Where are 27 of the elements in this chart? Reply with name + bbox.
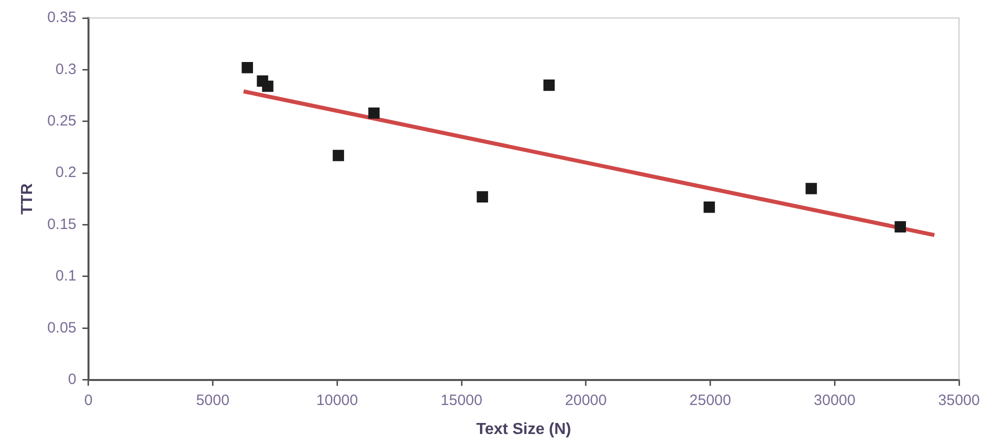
x-tick-label: 25000: [689, 392, 732, 409]
point: [476, 191, 488, 202]
x-axis-title: Text Size (N): [476, 420, 572, 438]
y-tick-label: 0.3: [56, 60, 76, 78]
x-tick-label: 35000: [938, 392, 980, 409]
point: [332, 150, 344, 162]
x-tick-label: 20000: [565, 392, 607, 409]
point: [894, 221, 906, 232]
point: [806, 182, 817, 194]
y-tick-label: 0.1: [56, 268, 76, 285]
y-tick-label: 0.25: [47, 112, 76, 130]
y-tick-label: 0: [68, 370, 76, 388]
x-tick-label: 0: [84, 392, 93, 409]
y-tick-label: 0.2: [56, 164, 76, 182]
y-tick-label: 0.05: [47, 319, 76, 336]
point: [262, 80, 274, 92]
point: [543, 80, 555, 91]
x-tick-label: 15000: [440, 392, 482, 409]
y-tick-label: 0.15: [47, 216, 76, 233]
x-tick-label: 10000: [316, 392, 358, 409]
x-tick-label: 30000: [814, 392, 856, 409]
y-axis-title: TTR: [19, 182, 36, 214]
point: [242, 62, 253, 74]
y-tick-label: 0.35: [47, 9, 76, 26]
point: [368, 107, 380, 119]
point: [704, 202, 715, 213]
x-tick-label: 5000: [196, 392, 230, 409]
